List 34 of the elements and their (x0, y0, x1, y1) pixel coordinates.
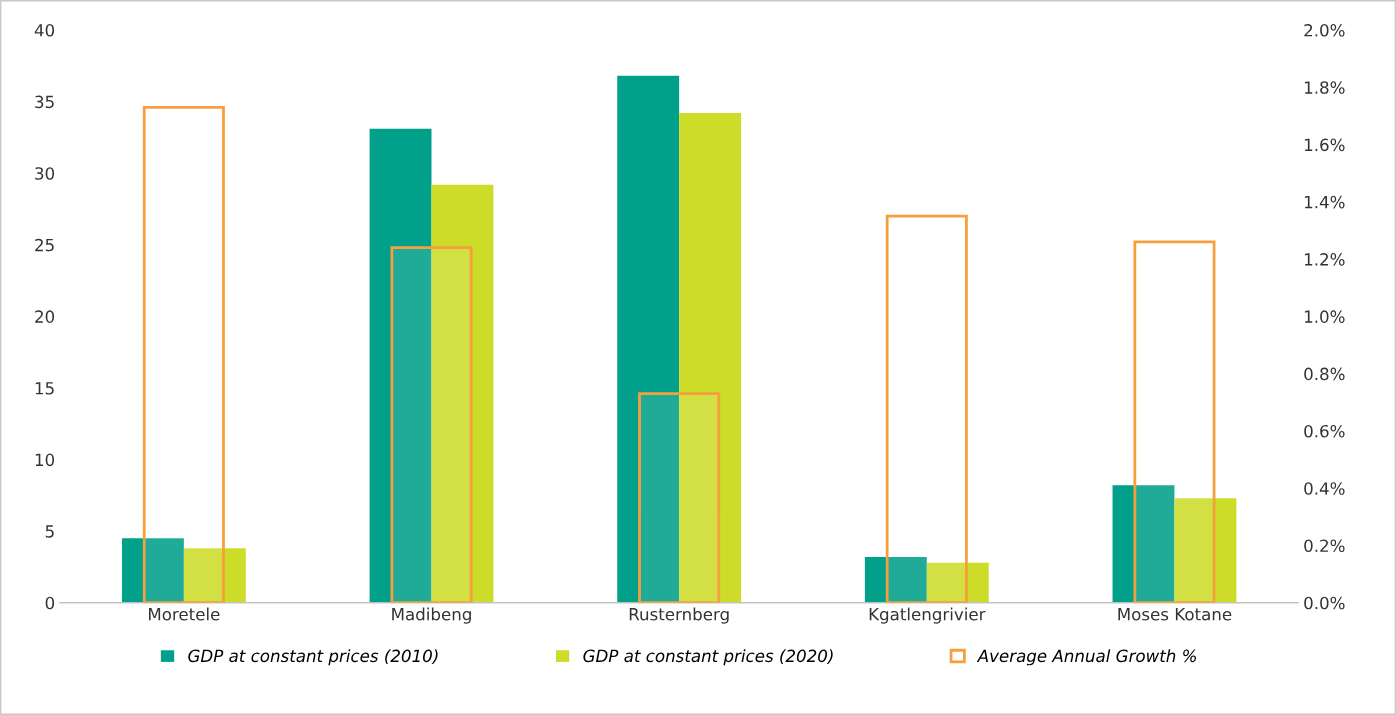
y2-tick-label: 1.0% (1304, 310, 1345, 323)
bar (926, 562, 989, 603)
y2-tick-label: 1.2% (1304, 253, 1345, 266)
x-tick-label: Rusternberg (629, 607, 729, 624)
y-tick-label: 5 (45, 525, 54, 538)
y-tick-label: 30 (35, 167, 55, 180)
y2-tick-label: 1.4% (1304, 195, 1345, 209)
bar (1112, 485, 1175, 603)
bar (864, 556, 927, 603)
bar (121, 538, 184, 603)
legend-label: Average Annual Growth % (976, 649, 1196, 666)
y2-tick-label: 0.4% (1304, 482, 1345, 495)
x-tick-label: Madibeng (392, 607, 471, 624)
y2-tick-label: 1.8% (1304, 81, 1345, 94)
y-tick-label: 35 (35, 95, 54, 109)
y-tick-label: 20 (35, 310, 55, 323)
x-tick-label: Moretele (149, 607, 220, 621)
y-tick-label: 15 (35, 382, 54, 395)
x-tick-label: Moses Kotane (1118, 608, 1232, 621)
y2-tick-label: 1.6% (1304, 138, 1345, 152)
bar (183, 548, 246, 603)
legend-label: GDP at constant prices (2010) (188, 649, 438, 666)
y2-tick-label: 0.2% (1304, 539, 1345, 553)
y2-tick-label: 0.8% (1304, 367, 1345, 381)
y2-tick-label: 2.0% (1304, 23, 1345, 37)
y-tick-label: 40 (34, 23, 55, 37)
y-tick-label: 10 (35, 453, 55, 467)
legend-label: GDP at constant prices (2020) (583, 649, 833, 666)
x-tick-label: Kgatlengrivier (869, 607, 986, 624)
y2-tick-label: 0.6% (1304, 424, 1345, 438)
bar (1174, 498, 1237, 603)
y-tick-label: 0 (45, 596, 55, 610)
y-tick-label: 25 (35, 238, 54, 252)
y2-tick-label: 0.0% (1304, 596, 1345, 610)
